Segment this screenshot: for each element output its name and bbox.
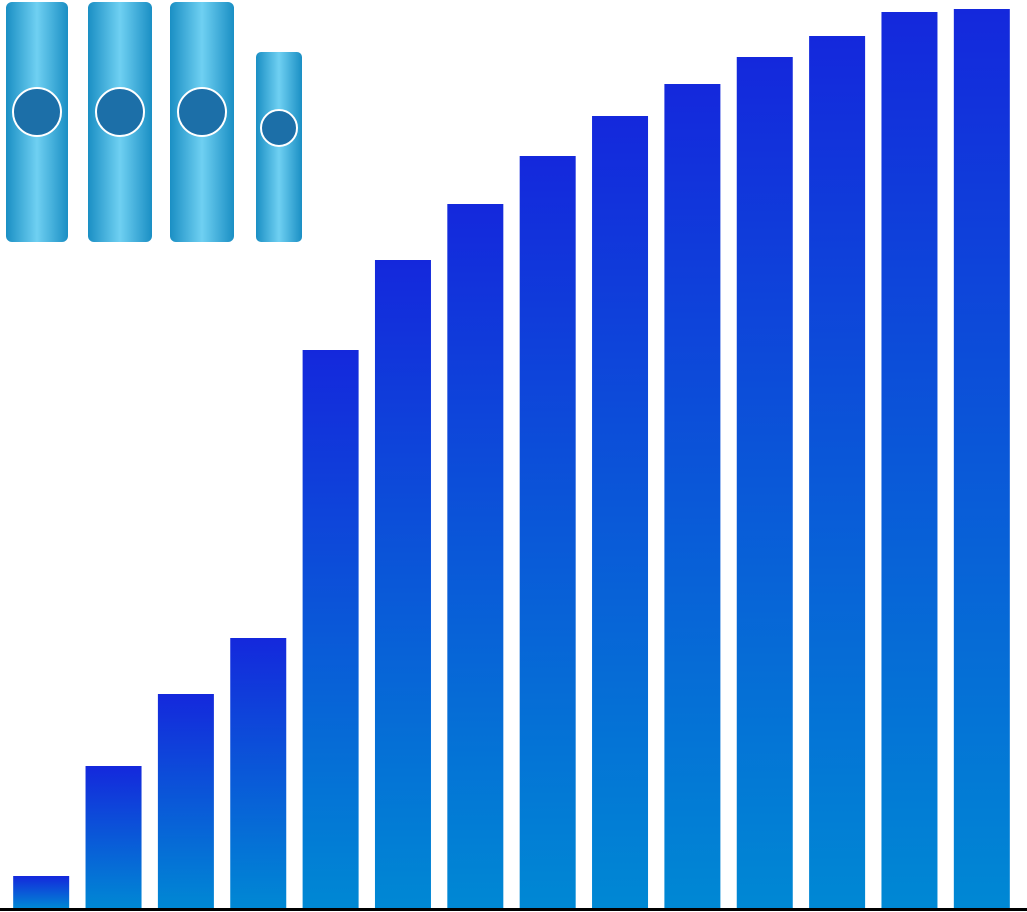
baseline — [0, 908, 1027, 911]
product-image — [6, 2, 302, 242]
bars — [13, 9, 1010, 908]
bar — [592, 116, 649, 908]
bar — [519, 156, 576, 908]
bar — [230, 638, 287, 908]
bar — [157, 694, 214, 908]
bar — [13, 876, 70, 908]
can-logo — [260, 109, 298, 147]
can-logo — [95, 87, 145, 137]
bar — [374, 260, 431, 908]
bar — [85, 766, 142, 908]
can-logo — [12, 87, 62, 137]
bar — [953, 9, 1010, 908]
can-logo — [177, 87, 227, 137]
bar — [881, 12, 938, 908]
bar — [664, 84, 721, 908]
bar — [736, 57, 793, 908]
bar — [447, 204, 504, 908]
bar — [809, 36, 866, 908]
bar — [302, 350, 359, 908]
